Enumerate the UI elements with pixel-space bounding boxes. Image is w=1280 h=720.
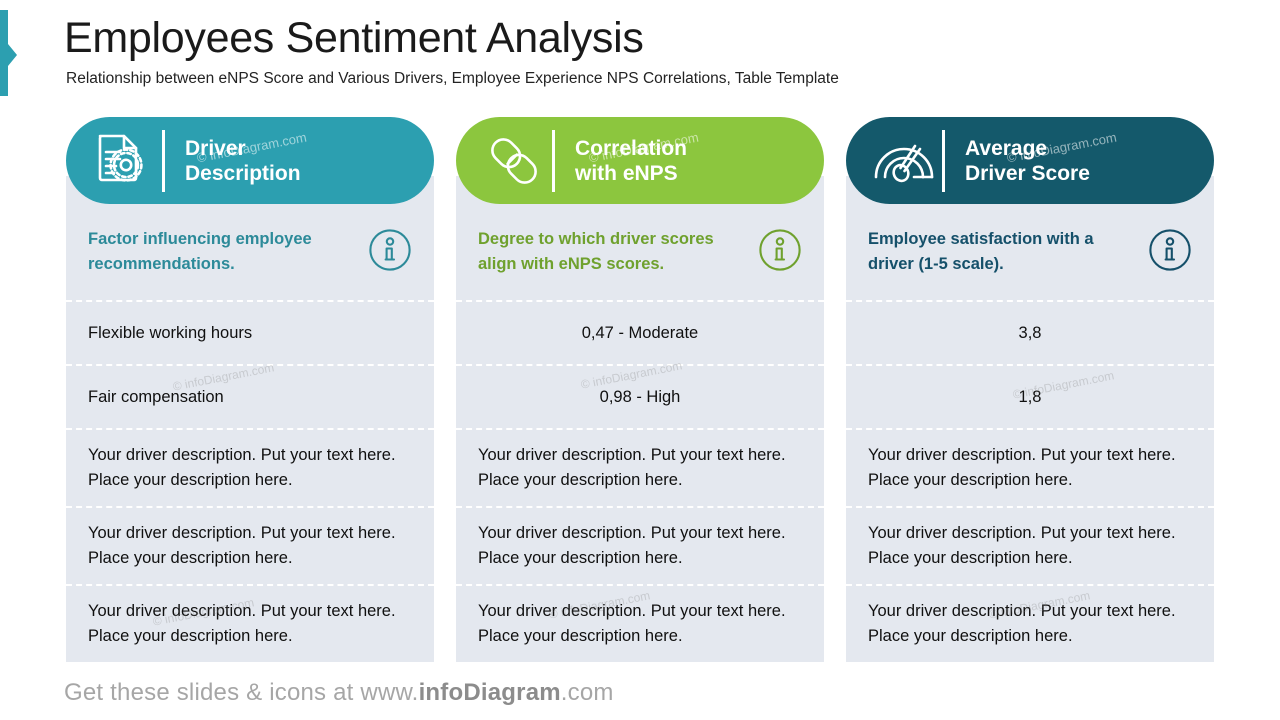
column-header-label: Correlation with eNPS xyxy=(575,136,687,186)
placeholder-text: Your driver description. Put your text h… xyxy=(478,446,786,489)
column-header-label: Driver Description xyxy=(185,136,301,186)
column-header-driver-description[interactable]: Driver Description xyxy=(66,117,434,204)
column-header-line1: Driver xyxy=(185,136,246,160)
left-accent-arrow-icon xyxy=(8,44,17,66)
column-header-line1: Correlation xyxy=(575,136,688,160)
placeholder-row[interactable]: Your driver description. Put your text h… xyxy=(66,428,434,506)
placeholder-text: Your driver description. Put your text h… xyxy=(868,602,1176,645)
column-header-average-driver-score[interactable]: Average Driver Score xyxy=(846,117,1214,204)
column-header-correlation-with-enps[interactable]: Correlation with eNPS xyxy=(456,117,824,204)
header-divider xyxy=(942,129,945,192)
placeholder-text: Your driver description. Put your text h… xyxy=(478,524,786,567)
placeholder-text: Your driver description. Put your text h… xyxy=(478,602,786,645)
column-body-average-driver-score: Employee satisfaction with a driver (1-5… xyxy=(846,176,1214,662)
data-row[interactable]: 0,98 - High xyxy=(456,364,824,428)
description-row: Factor influencing employee recommendati… xyxy=(66,204,434,300)
column-header-line1: Average xyxy=(965,136,1048,160)
placeholder-text: Your driver description. Put your text h… xyxy=(88,602,396,645)
column-average-driver-score: Average Driver Score Employee satisfaction… xyxy=(846,117,1214,662)
data-row[interactable]: Fair compensation xyxy=(66,364,434,428)
column-correlation-with-enps: Correlation with eNPS Degree to which driv… xyxy=(456,117,824,662)
data-row[interactable]: Flexible working hours xyxy=(66,300,434,364)
footer-prefix: Get these slides & icons at www. xyxy=(64,679,419,706)
placeholder-row[interactable]: Your driver description. Put your text h… xyxy=(456,506,824,584)
column-header-label: Average Driver Score xyxy=(965,136,1090,186)
column-body-driver-description: Factor influencing employee recommendati… xyxy=(66,176,434,662)
footer-credit: Get these slides & icons at www.infoDiag… xyxy=(64,679,614,707)
page-title: Employees Sentiment Analysis xyxy=(64,14,644,62)
placeholder-text: Your driver description. Put your text h… xyxy=(88,446,396,489)
gauge-icon xyxy=(872,131,936,191)
info-circle-icon[interactable] xyxy=(1148,228,1192,277)
column-header-line2: Description xyxy=(185,161,301,185)
data-row[interactable]: 3,8 xyxy=(846,300,1214,364)
placeholder-row[interactable]: Your driver description. Put your text h… xyxy=(456,584,824,662)
placeholder-text: Your driver description. Put your text h… xyxy=(868,446,1176,489)
placeholder-text: Your driver description. Put your text h… xyxy=(88,524,396,567)
description-row: Employee satisfaction with a driver (1-5… xyxy=(846,204,1214,300)
placeholder-row[interactable]: Your driver description. Put your text h… xyxy=(66,506,434,584)
placeholder-row[interactable]: Your driver description. Put your text h… xyxy=(846,428,1214,506)
description-row: Degree to which driver scores align with… xyxy=(456,204,824,300)
document-gear-icon xyxy=(92,131,156,191)
placeholder-row[interactable]: Your driver description. Put your text h… xyxy=(846,506,1214,584)
description-text: Factor influencing employee recommendati… xyxy=(88,230,312,273)
info-circle-icon[interactable] xyxy=(368,228,412,277)
footer-suffix: .com xyxy=(560,679,614,706)
columns-container: Driver Description Factor influencing empl… xyxy=(66,117,1216,662)
placeholder-row[interactable]: Your driver description. Put your text h… xyxy=(66,584,434,662)
placeholder-row[interactable]: Your driver description. Put your text h… xyxy=(456,428,824,506)
header-divider xyxy=(162,129,165,192)
header-divider xyxy=(552,129,555,192)
chain-link-icon xyxy=(482,131,546,191)
data-row[interactable]: 1,8 xyxy=(846,364,1214,428)
left-accent-bar xyxy=(0,10,8,96)
column-header-line2: Driver Score xyxy=(965,161,1090,185)
placeholder-row[interactable]: Your driver description. Put your text h… xyxy=(846,584,1214,662)
footer-brand: infoDiagram xyxy=(418,679,561,706)
placeholder-text: Your driver description. Put your text h… xyxy=(868,524,1176,567)
info-circle-icon[interactable] xyxy=(758,228,802,277)
column-body-correlation-with-enps: Degree to which driver scores align with… xyxy=(456,176,824,662)
description-text: Degree to which driver scores align with… xyxy=(478,230,714,273)
column-header-line2: with eNPS xyxy=(575,161,678,185)
page-subtitle: Relationship between eNPS Score and Vari… xyxy=(66,70,839,87)
column-driver-description: Driver Description Factor influencing empl… xyxy=(66,117,434,662)
data-row[interactable]: 0,47 - Moderate xyxy=(456,300,824,364)
description-text: Employee satisfaction with a driver (1-5… xyxy=(868,230,1094,273)
